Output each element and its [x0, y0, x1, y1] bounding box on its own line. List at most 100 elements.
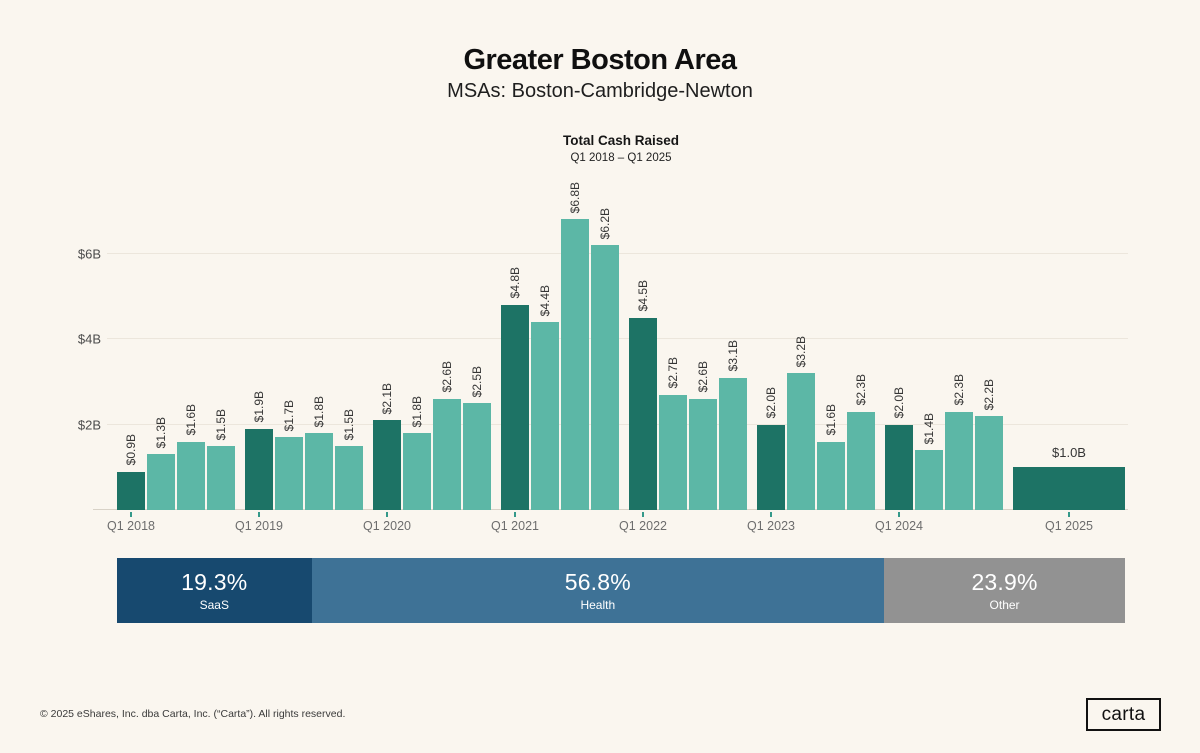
bar-column: $1.7B — [275, 168, 303, 510]
segment-health[interactable]: 56.8% Health — [311, 558, 885, 623]
bar-q1-2021-q2[interactable] — [531, 321, 559, 510]
bar-column: $2.3B — [847, 168, 875, 510]
bar-column: $3.1B — [719, 168, 747, 510]
bar-q1-2025-q1[interactable] — [1013, 467, 1125, 510]
bar-value-label: $6.8B — [568, 181, 582, 214]
bar-q1-2018-q4[interactable] — [207, 445, 235, 510]
segment-label: Other — [989, 598, 1020, 612]
bar-column: $0.9B — [117, 168, 145, 510]
bar-value-label: $2.0B — [764, 387, 778, 419]
bar-column: $4.4B — [531, 168, 559, 510]
chart-title: Total Cash Raised — [562, 133, 680, 148]
bar-q1-2018-q2[interactable] — [147, 454, 175, 510]
bar-column: $2.0B — [757, 168, 785, 510]
bar-column: $1.6B — [177, 168, 205, 510]
bar-q1-2019-q4[interactable] — [335, 445, 363, 510]
x-axis-tick — [130, 512, 132, 517]
bar-q1-2023-q4[interactable] — [847, 411, 875, 510]
bar-q1-2019-q2[interactable] — [275, 437, 303, 510]
segment-other[interactable]: 23.9% Other — [884, 558, 1125, 623]
bar-q1-2022-q1[interactable] — [629, 317, 657, 510]
bar-column: $1.3B — [147, 168, 175, 510]
bar-value-label: $2.5B — [470, 365, 484, 398]
bar-groups: $0.9B $1.3B $1.6B $1.5B Q1 2018 $1.9B $1.7B $1.… — [107, 168, 1125, 533]
bar-q1-2024-q2[interactable] — [915, 450, 943, 510]
bar-value-label: $1.6B — [824, 404, 838, 436]
bar-value-label: $1.8B — [312, 395, 326, 427]
year-group-q1-2022: $4.5B $2.7B $2.6B $3.1B Q1 2022 — [619, 168, 747, 533]
bar-q1-2022-q2[interactable] — [659, 394, 687, 510]
bar-q1-2024-q4[interactable] — [975, 415, 1003, 510]
bar-q1-2018-q1[interactable] — [117, 471, 145, 510]
x-axis-label: Q1 2025 — [1045, 519, 1093, 533]
segment-percentage: 56.8% — [564, 569, 631, 595]
bar-value-label: $1.7B — [282, 399, 296, 432]
bar-q1-2022-q4[interactable] — [719, 377, 747, 510]
bar-column: $1.8B — [305, 168, 333, 510]
bar-q1-2022-q3[interactable] — [689, 398, 717, 510]
bar-value-label: $2.3B — [952, 374, 966, 406]
bar-chart-plot: $2B $4B $6B $0.9B $1.3B $1.6B $1.5B Q1 2018 $1.… — [78, 168, 1128, 533]
page-title: Greater Boston Area — [463, 44, 737, 76]
bar-value-label: $6.2B — [598, 207, 612, 239]
segment-label: Health — [580, 598, 616, 612]
bar-value-label: $2.0B — [892, 387, 906, 419]
bar-q1-2020-q1[interactable] — [373, 420, 401, 510]
chart-date-range: Q1 2018 – Q1 2025 — [570, 152, 672, 164]
x-axis-label: Q1 2019 — [235, 519, 283, 533]
bar-value-label: $2.3B — [854, 374, 868, 406]
bar-value-label: $0.9B — [124, 434, 138, 466]
bar-value-label: $1.3B — [154, 417, 168, 449]
bar-q1-2018-q3[interactable] — [177, 441, 205, 510]
bar-q1-2020-q4[interactable] — [463, 403, 491, 510]
bar-q1-2024-q1[interactable] — [885, 424, 913, 510]
segment-percentage: 23.9% — [971, 569, 1038, 595]
bar-column: $2.2B — [975, 168, 1003, 510]
bar-column: $4.8B — [501, 168, 529, 510]
x-axis-label: Q1 2021 — [491, 519, 539, 533]
bar-column: $1.9B — [245, 168, 273, 510]
bar-q1-2023-q3[interactable] — [817, 441, 845, 510]
bar-q1-2019-q1[interactable] — [245, 428, 273, 510]
bar-q1-2023-q2[interactable] — [787, 373, 815, 510]
x-axis-label: Q1 2022 — [619, 519, 667, 533]
bar-value-label: $4.5B — [636, 280, 650, 312]
bar-value-label: $1.9B — [252, 391, 266, 423]
bar-column: $1.6B — [817, 168, 845, 510]
bar-q1-2020-q2[interactable] — [403, 433, 431, 510]
bar-value-label: $1.5B — [214, 408, 228, 440]
bar-value-label: $2.6B — [696, 361, 710, 393]
x-axis-tick — [770, 512, 772, 517]
bar-column: $2.5B — [463, 168, 491, 510]
bar-column: $1.5B — [207, 168, 235, 510]
x-axis-tick — [898, 512, 900, 517]
copyright-text: © 2025 eShares, Inc. dba Carta, Inc. (“C… — [40, 708, 346, 720]
bar-column: $2.1B — [373, 168, 401, 510]
x-axis-tick — [258, 512, 260, 517]
bar-column: $2.3B — [945, 168, 973, 510]
bar-value-label: $2.7B — [666, 357, 680, 389]
bar-column: $1.5B — [335, 168, 363, 510]
bar-q1-2019-q3[interactable] — [305, 433, 333, 510]
bar-value-label: $1.6B — [184, 404, 198, 436]
bar-q1-2021-q4[interactable] — [591, 244, 619, 510]
bar-column: $6.2B — [591, 168, 619, 510]
bar-q1-2024-q3[interactable] — [945, 411, 973, 510]
bar-value-label: $2.6B — [440, 361, 454, 393]
bar-column: $1.8B — [403, 168, 431, 510]
bar-value-label: $1.8B — [410, 395, 424, 427]
bar-q1-2020-q3[interactable] — [433, 398, 461, 510]
x-axis-label: Q1 2020 — [363, 519, 411, 533]
bar-value-label: $4.4B — [538, 284, 552, 316]
bar-q1-2023-q1[interactable] — [757, 424, 785, 510]
bar-q1-2021-q1[interactable] — [501, 304, 529, 510]
segment-percentage: 19.3% — [181, 569, 248, 595]
year-group-q1-2019: $1.9B $1.7B $1.8B $1.5B Q1 2019 — [235, 168, 363, 533]
segment-saas[interactable]: 19.3% SaaS — [117, 558, 312, 623]
x-axis-tick — [386, 512, 388, 517]
bar-column: $2.6B — [433, 168, 461, 510]
bar-value-label: $1.0B — [1052, 445, 1086, 461]
bar-column: $1.4B — [915, 168, 943, 510]
bar-value-label: $3.1B — [726, 340, 740, 372]
bar-q1-2021-q3[interactable] — [561, 219, 589, 510]
